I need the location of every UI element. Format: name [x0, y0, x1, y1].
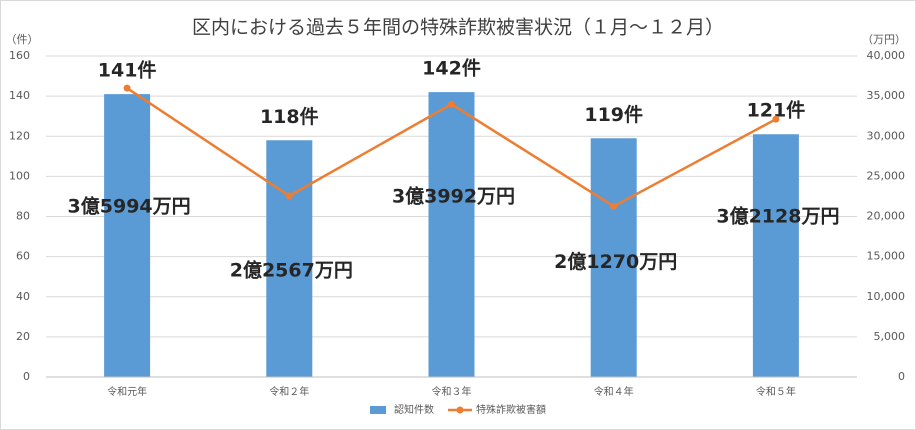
y2-tick-label: 30,000: [867, 129, 906, 142]
line-point: [123, 84, 131, 92]
line-value-label: 3億3992万円: [392, 185, 515, 208]
y2-axis-label: （万円）: [862, 33, 906, 46]
y2-tick-label: 10,000: [867, 290, 906, 303]
y-tick-label: 100: [9, 169, 30, 182]
x-tick-label: 令和元年: [107, 385, 147, 398]
bar-value-label: 118件: [260, 105, 319, 128]
y2-tick-label: 0: [898, 370, 905, 383]
bar-value-label: 142件: [422, 57, 481, 80]
y2-tick-label: 5,000: [874, 330, 906, 343]
line-point: [285, 192, 293, 200]
bar: [752, 134, 799, 377]
x-tick-label: 令和４年: [594, 385, 634, 398]
bar-value-label: 141件: [98, 59, 157, 82]
y-tick-label: 0: [23, 370, 30, 383]
y2-tick-label: 25,000: [867, 169, 906, 182]
x-tick-label: 令和５年: [756, 385, 796, 398]
y-tick-label: 80: [16, 210, 30, 223]
line-value-label: 2億2567万円: [230, 258, 353, 281]
line-value-label: 2億1270万円: [554, 250, 677, 273]
bar: [428, 92, 475, 378]
line-value-label: 3億5994万円: [68, 195, 191, 218]
x-tick-label: 令和２年: [269, 385, 309, 398]
bar-value-label: 119件: [584, 103, 643, 126]
y2-tick-label: 15,000: [867, 250, 906, 263]
line-point: [772, 115, 780, 123]
bar: [266, 140, 313, 377]
legend-label: 特殊詐欺被害額: [476, 403, 546, 416]
y-tick-label: 20: [16, 330, 30, 343]
line-point: [448, 100, 455, 108]
bar: [104, 94, 151, 378]
bar-value-label: 121件: [747, 99, 806, 122]
y-tick-label: 140: [9, 89, 30, 102]
legend-label: 認知件数: [394, 403, 434, 416]
line-point: [610, 202, 618, 210]
chart-title: 区内における過去５年間の特殊詐欺被害状況（１月～１２月）: [192, 17, 724, 39]
y-tick-label: 120: [9, 129, 30, 142]
y-tick-label: 40: [16, 290, 30, 303]
line-value-label: 3億2128万円: [716, 205, 839, 228]
bar: [590, 138, 637, 377]
y2-tick-label: 20,000: [867, 210, 906, 223]
y2-tick-label: 35,000: [867, 89, 906, 102]
x-tick-label: 令和３年: [432, 385, 472, 398]
y-tick-label: 160: [9, 49, 30, 62]
y-axis-label: （件）: [6, 33, 39, 46]
y2-tick-label: 40,000: [867, 49, 906, 62]
legend-swatch: [456, 406, 464, 414]
y-tick-label: 60: [16, 250, 30, 263]
legend-swatch: [370, 406, 386, 414]
